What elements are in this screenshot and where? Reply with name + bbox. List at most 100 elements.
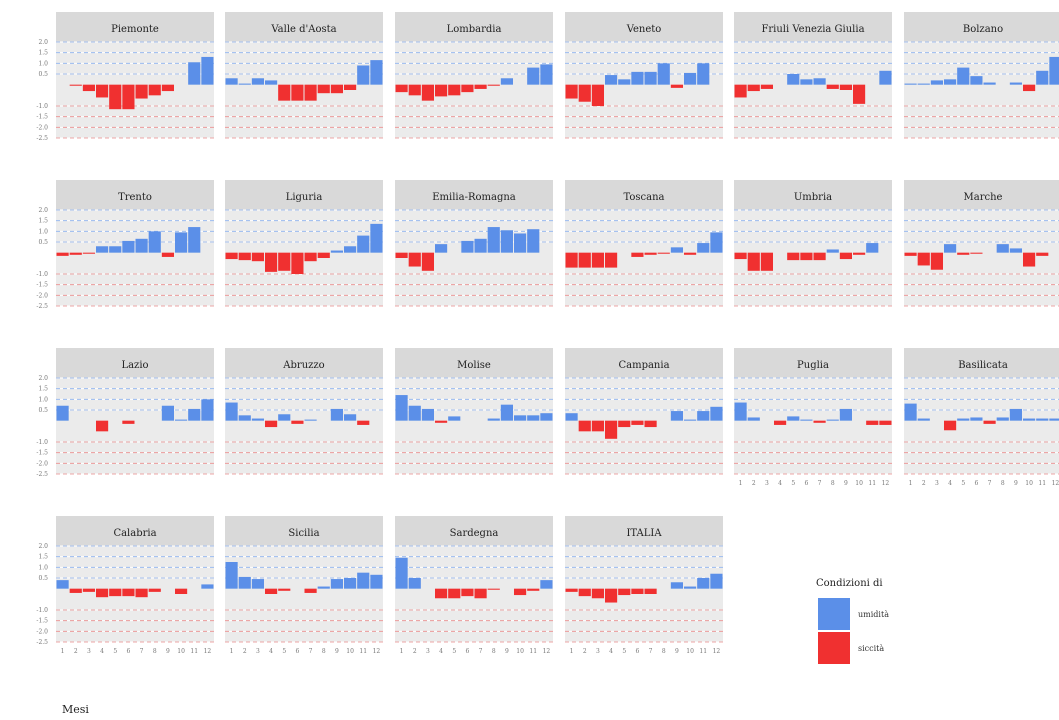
bar (357, 235, 370, 253)
bar (330, 250, 343, 253)
bar (657, 252, 670, 254)
bar (96, 246, 109, 253)
panel-plot-area (225, 546, 383, 642)
panel-plot-area (734, 210, 892, 306)
bar (265, 80, 278, 85)
panel-title: Sicilia (288, 528, 319, 539)
bar (917, 252, 930, 266)
bar (670, 247, 683, 253)
y-tick-label: -2.5 (36, 639, 48, 646)
bar (514, 415, 527, 421)
bar (800, 252, 813, 261)
bar (161, 252, 174, 257)
bar (135, 588, 148, 598)
bar (265, 588, 278, 594)
panel-strip (225, 180, 383, 210)
panel-title: Puglia (797, 360, 829, 371)
panel-marche: Marche (904, 180, 1059, 307)
bar (56, 252, 69, 256)
bar (605, 75, 618, 85)
bar (109, 588, 122, 597)
bar (787, 74, 800, 85)
panel-strip (734, 348, 892, 378)
bar (697, 243, 710, 253)
bar (238, 83, 251, 85)
bar (487, 588, 500, 590)
bar (866, 243, 879, 253)
panel-plot-area (565, 546, 723, 642)
bar (853, 84, 866, 104)
bar (317, 252, 330, 258)
x-tick-label: 8 (492, 648, 496, 655)
bar (291, 420, 304, 424)
bar (201, 584, 214, 589)
x-tick-label: 9 (505, 648, 509, 655)
x-tick-label: 1 (61, 648, 65, 655)
bar (435, 84, 448, 97)
bar (957, 252, 970, 255)
legend-swatch-0 (818, 598, 850, 630)
bar (618, 79, 631, 85)
bar (944, 244, 957, 253)
bar (408, 405, 421, 421)
panel-strip (56, 180, 214, 210)
panel-title: Veneto (626, 24, 662, 35)
bar (408, 252, 421, 267)
panel-title: Lazio (121, 360, 148, 371)
bar (734, 402, 747, 421)
y-tick-label: 1.0 (38, 396, 48, 403)
x-tick-label: 4 (609, 648, 613, 655)
panel-campania: Campania (565, 348, 723, 475)
bar (1036, 252, 1049, 256)
x-tick-label: 10 (855, 480, 863, 487)
bar (787, 416, 800, 421)
bar (370, 60, 383, 85)
bar (175, 232, 188, 253)
bar (435, 588, 448, 599)
panel-abruzzo: Abruzzo (225, 348, 383, 475)
bar (188, 62, 201, 85)
x-tick-label: 2 (243, 648, 247, 655)
y-tick-label: -1.5 (36, 114, 48, 121)
panel-title: ITALIA (626, 528, 662, 539)
bar (225, 252, 238, 260)
bar (69, 84, 82, 86)
panel-plot-area (734, 42, 892, 138)
bar (527, 415, 540, 421)
bar (970, 417, 983, 421)
x-tick-label: 3 (87, 648, 91, 655)
bar (747, 252, 760, 271)
panel-title: Bolzano (963, 24, 1003, 35)
panel-strip (225, 348, 383, 378)
bar (565, 84, 578, 99)
bar (448, 416, 461, 421)
bar (1049, 418, 1059, 421)
bar (161, 405, 174, 421)
x-tick-label: 3 (426, 648, 430, 655)
x-tick-label: 6 (127, 648, 131, 655)
bar (540, 64, 553, 85)
bar (448, 588, 461, 599)
x-tick-label: 5 (282, 648, 286, 655)
legend-title: Condizioni di (816, 578, 883, 589)
bar (826, 84, 839, 89)
bar (238, 415, 251, 421)
bar (448, 84, 461, 96)
y-tick-label: -1.0 (36, 607, 48, 614)
x-tick-label: 11 (699, 648, 707, 655)
bar (487, 84, 500, 86)
x-tick-label: 6 (975, 480, 979, 487)
panel-plot-area (565, 42, 723, 138)
x-tick-label: 5 (452, 648, 456, 655)
x-tick-label: 1 (230, 648, 234, 655)
panel-strip (395, 348, 553, 378)
bar (1023, 418, 1036, 421)
panel-title: Marche (964, 192, 1003, 203)
bar (670, 84, 683, 88)
y-tick-label: -1.5 (36, 618, 48, 625)
y-tick-label: -2.0 (36, 460, 48, 467)
x-tick-label: 11 (868, 480, 876, 487)
x-tick-label: 8 (1001, 480, 1005, 487)
panel-plot-area (225, 42, 383, 138)
